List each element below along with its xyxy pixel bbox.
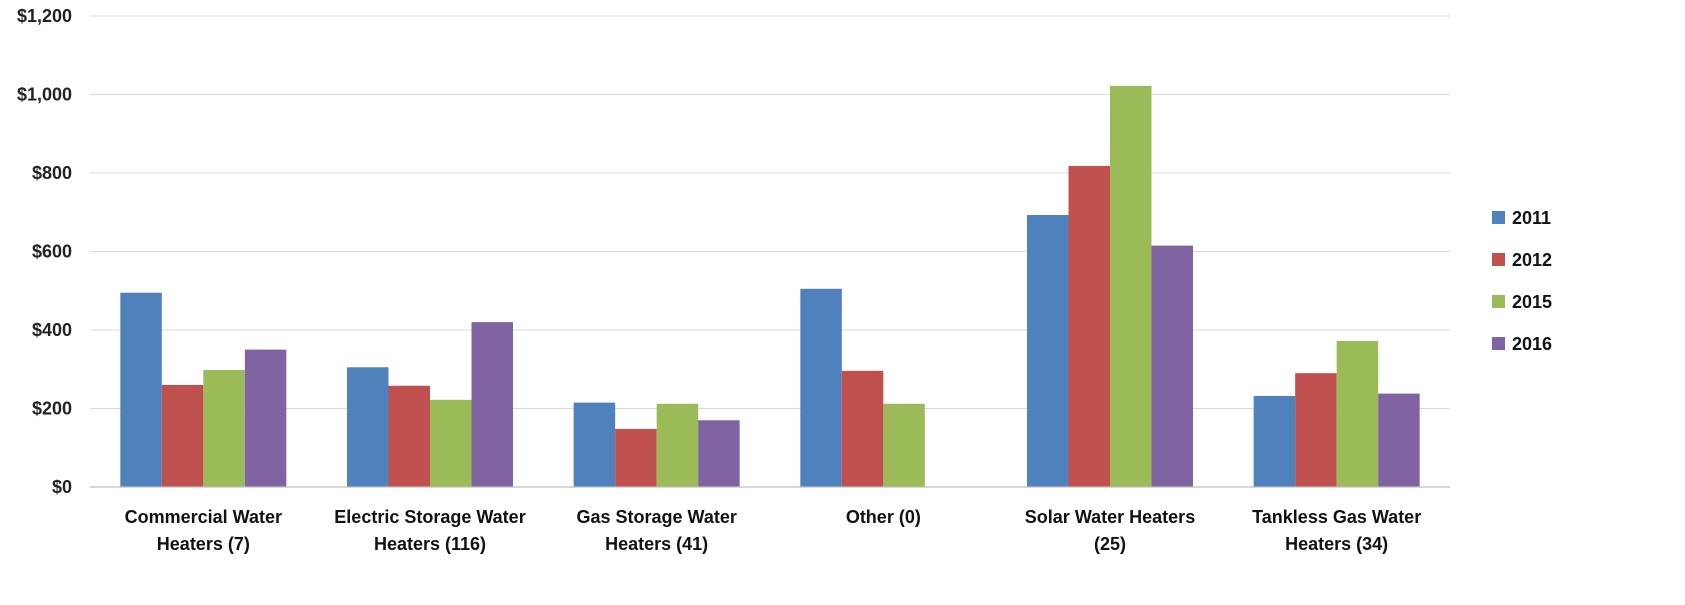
bar-2015 <box>1110 85 1152 488</box>
legend-label: 2011 <box>1512 208 1551 228</box>
legend-swatch <box>1492 211 1505 224</box>
bar-2011 <box>1027 214 1069 487</box>
gridlines <box>90 15 1450 409</box>
legend-label: 2012 <box>1512 250 1552 270</box>
legend-swatch <box>1492 253 1505 266</box>
bar-2012 <box>388 385 430 487</box>
legend: 2011 2012 2015 2016 <box>1492 208 1552 354</box>
category-label: Gas Storage Water Heaters (41) <box>576 507 736 554</box>
bar-2011 <box>120 292 162 487</box>
bar-2012 <box>841 370 884 487</box>
bar-2015 <box>656 403 699 487</box>
bar-2011 <box>1253 395 1296 487</box>
bar-2016 <box>471 322 513 487</box>
bar-2015 <box>203 370 245 487</box>
bar-2016 <box>1151 245 1193 487</box>
bar-2015 <box>883 403 925 487</box>
category-label: Other (0) <box>846 507 921 527</box>
bar-2011 <box>347 367 389 487</box>
category-label: Electric Storage Water Heaters (116) <box>334 507 525 554</box>
bar-2015 <box>430 399 472 487</box>
y-tick-label: $400 <box>32 320 72 340</box>
x-axis-category-labels: Commercial Water Heaters (7) Electric Stor… <box>125 507 1422 554</box>
bars <box>120 85 1420 488</box>
y-tick-label: $1,200 <box>17 6 72 26</box>
bar-2012 <box>615 428 657 487</box>
y-tick-label: $600 <box>32 242 72 262</box>
legend-label: 2016 <box>1512 334 1552 354</box>
y-tick-label: $200 <box>32 399 72 419</box>
bar-2011 <box>573 402 616 487</box>
bar-2015 <box>1336 340 1379 487</box>
bar-2011 <box>800 288 842 487</box>
category-label: Solar Water Heaters (25) <box>1025 507 1195 554</box>
bar-2016 <box>1378 393 1420 487</box>
legend-swatch <box>1492 337 1505 350</box>
bar-2016 <box>244 349 287 487</box>
y-axis-tick-labels: $0 $200 $400 $600 $800 $1,000 $1,200 <box>17 6 72 497</box>
bar-2012 <box>161 384 204 487</box>
category-label: Commercial Water Heaters (7) <box>125 507 282 554</box>
legend-swatch <box>1492 295 1505 308</box>
bar-2012 <box>1068 165 1110 487</box>
legend-label: 2015 <box>1512 292 1552 312</box>
y-tick-label: $1,000 <box>17 85 72 105</box>
y-tick-label: $0 <box>52 477 72 497</box>
bar-2012 <box>1295 373 1337 487</box>
y-tick-label: $800 <box>32 163 72 183</box>
bar-2016 <box>698 420 740 487</box>
category-label: Tankless Gas Water Heaters (34) <box>1252 507 1421 554</box>
